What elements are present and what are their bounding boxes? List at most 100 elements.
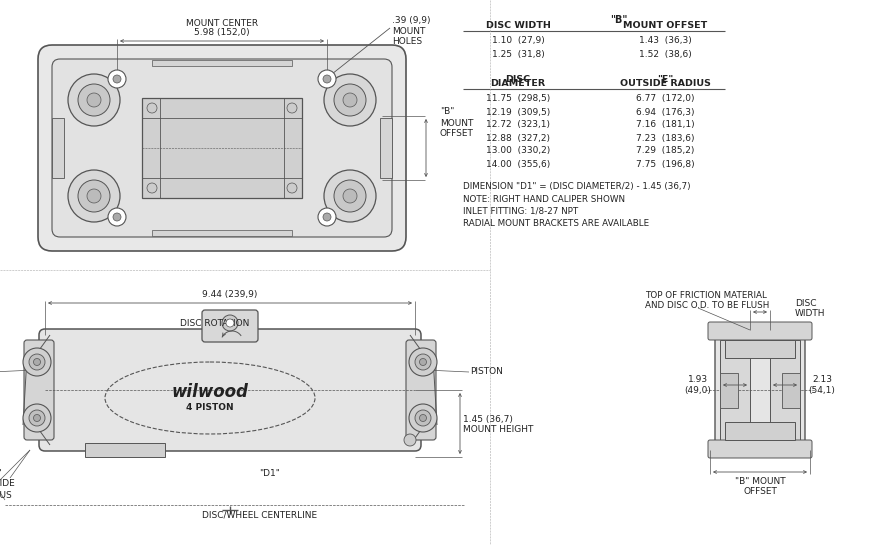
Circle shape	[415, 354, 431, 370]
Text: OUTSIDE: OUTSIDE	[0, 480, 15, 488]
Circle shape	[324, 74, 376, 126]
Circle shape	[78, 180, 110, 212]
Circle shape	[87, 189, 101, 203]
FancyBboxPatch shape	[708, 440, 812, 458]
Text: AND DISC O.D. TO BE FLUSH: AND DISC O.D. TO BE FLUSH	[645, 301, 769, 311]
Text: 6.94  (176,3): 6.94 (176,3)	[636, 107, 694, 117]
Circle shape	[147, 103, 157, 113]
Text: TOP OF FRICTION MATERIAL: TOP OF FRICTION MATERIAL	[645, 290, 766, 300]
Text: 6.77  (172,0): 6.77 (172,0)	[636, 94, 694, 104]
Circle shape	[334, 180, 366, 212]
Text: 4 PISTON: 4 PISTON	[186, 403, 234, 413]
Bar	[770, 340, 800, 440]
Circle shape	[113, 213, 121, 221]
Circle shape	[415, 410, 431, 426]
FancyBboxPatch shape	[39, 329, 421, 451]
Bar	[85, 443, 165, 457]
Text: MOUNT HEIGHT: MOUNT HEIGHT	[463, 425, 534, 434]
Text: 12.88  (327,2): 12.88 (327,2)	[486, 134, 550, 142]
Circle shape	[147, 183, 157, 193]
Circle shape	[287, 183, 297, 193]
Text: MOUNT CENTER: MOUNT CENTER	[186, 19, 258, 27]
Circle shape	[113, 75, 121, 83]
FancyBboxPatch shape	[715, 325, 805, 455]
Circle shape	[409, 348, 437, 376]
Circle shape	[409, 404, 437, 432]
FancyBboxPatch shape	[24, 340, 54, 440]
Text: "E": "E"	[657, 75, 673, 83]
Circle shape	[78, 84, 110, 116]
Text: "B" MOUNT: "B" MOUNT	[735, 477, 786, 487]
Text: INLET FITTING: 1/8-27 NPT: INLET FITTING: 1/8-27 NPT	[463, 207, 578, 215]
Circle shape	[29, 410, 45, 426]
Circle shape	[33, 359, 40, 366]
Text: "D1": "D1"	[260, 469, 280, 477]
FancyBboxPatch shape	[38, 45, 406, 251]
FancyBboxPatch shape	[406, 340, 436, 440]
Text: 1.10  (27,9): 1.10 (27,9)	[492, 37, 544, 45]
Circle shape	[404, 434, 416, 446]
Text: 1.25  (31,8): 1.25 (31,8)	[492, 50, 544, 58]
Text: "E": "E"	[0, 469, 2, 477]
Circle shape	[23, 348, 51, 376]
Bar	[725, 422, 795, 440]
Text: WIDTH: WIDTH	[795, 310, 825, 318]
Circle shape	[343, 189, 357, 203]
Bar	[142, 98, 302, 198]
Bar	[380, 118, 392, 178]
Circle shape	[318, 70, 336, 88]
Bar	[52, 118, 64, 178]
Text: HOLES: HOLES	[392, 37, 422, 45]
Circle shape	[68, 74, 120, 126]
Text: MOUNT: MOUNT	[392, 27, 425, 37]
Circle shape	[343, 93, 357, 107]
Circle shape	[287, 103, 297, 113]
Circle shape	[29, 354, 45, 370]
Text: OUTSIDE RADIUS: OUTSIDE RADIUS	[620, 78, 711, 88]
Text: MOUNT OFFSET: MOUNT OFFSET	[623, 21, 707, 29]
Text: 13.00  (330,2): 13.00 (330,2)	[486, 147, 550, 155]
Text: .39 (9,9): .39 (9,9)	[392, 15, 430, 25]
Circle shape	[323, 213, 331, 221]
Text: 7.29  (185,2): 7.29 (185,2)	[636, 147, 694, 155]
Text: RADIUS: RADIUS	[0, 490, 12, 500]
Text: 9.44 (239,9): 9.44 (239,9)	[202, 289, 258, 299]
Text: "B": "B"	[440, 107, 454, 117]
Text: DISC: DISC	[795, 300, 816, 308]
Text: 5.98 (152,0): 5.98 (152,0)	[194, 27, 250, 37]
Bar	[782, 372, 800, 408]
Bar	[152, 230, 292, 236]
Text: DISC WIDTH: DISC WIDTH	[486, 21, 550, 29]
Circle shape	[323, 75, 331, 83]
FancyBboxPatch shape	[708, 322, 812, 340]
FancyBboxPatch shape	[202, 310, 258, 342]
Text: 2.13: 2.13	[812, 374, 832, 384]
Text: OFFSET: OFFSET	[440, 129, 474, 137]
Text: 12.72  (323,1): 12.72 (323,1)	[486, 120, 550, 130]
Text: RADIAL MOUNT BRACKETS ARE AVAILABLE: RADIAL MOUNT BRACKETS ARE AVAILABLE	[463, 219, 649, 227]
Text: 1.93: 1.93	[688, 374, 708, 384]
Text: DISC ROTATION: DISC ROTATION	[180, 318, 249, 328]
Text: PISTON: PISTON	[470, 367, 503, 377]
FancyBboxPatch shape	[52, 59, 392, 237]
Bar	[725, 340, 795, 358]
Text: "B": "B"	[611, 15, 627, 25]
Circle shape	[87, 93, 101, 107]
Circle shape	[318, 208, 336, 226]
Circle shape	[108, 70, 126, 88]
Circle shape	[334, 84, 366, 116]
Text: DISC: DISC	[506, 75, 530, 83]
Text: 12.19  (309,5): 12.19 (309,5)	[486, 107, 550, 117]
Circle shape	[222, 315, 238, 331]
Text: 7.23  (183,6): 7.23 (183,6)	[636, 134, 694, 142]
Bar	[720, 372, 738, 408]
Circle shape	[33, 415, 40, 421]
Text: DIAMETER: DIAMETER	[490, 78, 546, 88]
Circle shape	[108, 208, 126, 226]
Circle shape	[68, 170, 120, 222]
Text: NOTE: RIGHT HAND CALIPER SHOWN: NOTE: RIGHT HAND CALIPER SHOWN	[463, 195, 625, 203]
Circle shape	[419, 359, 426, 366]
Text: OFFSET: OFFSET	[743, 487, 777, 496]
Circle shape	[324, 170, 376, 222]
Text: wilwood: wilwood	[172, 383, 248, 401]
